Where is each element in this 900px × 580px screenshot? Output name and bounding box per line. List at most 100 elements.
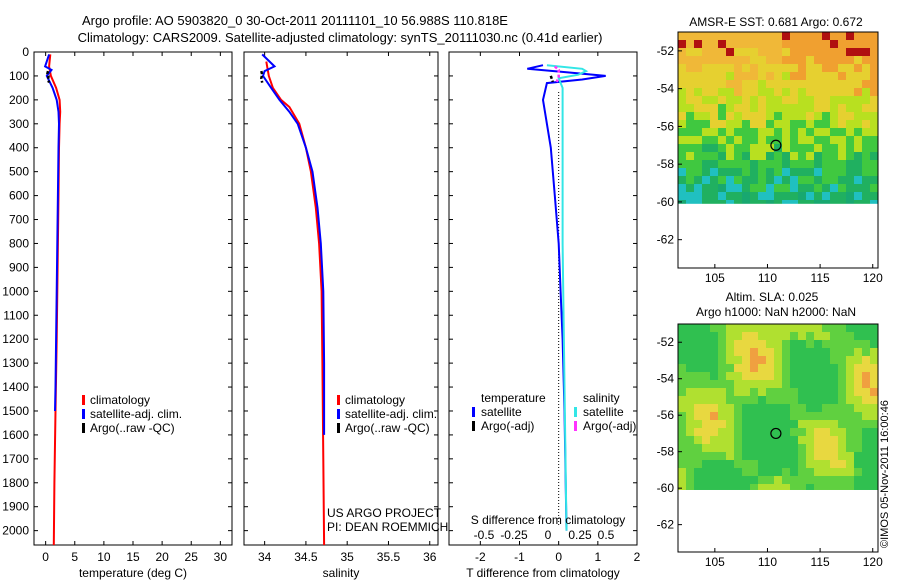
map-cell xyxy=(678,460,686,468)
map-cell xyxy=(694,104,702,112)
map-cell xyxy=(742,340,750,348)
y-tick-label: 400 xyxy=(9,141,29,155)
map-cell xyxy=(798,32,806,40)
map-cell xyxy=(766,452,774,460)
map-cell xyxy=(854,176,862,184)
map-cell xyxy=(678,388,686,396)
map-cell xyxy=(814,428,822,436)
map-cell xyxy=(686,80,694,88)
map-cell xyxy=(854,72,862,80)
map-cell xyxy=(846,460,854,468)
map-cell xyxy=(710,168,718,176)
map-cell xyxy=(774,48,782,56)
map-cell xyxy=(766,96,774,104)
map-cell xyxy=(838,340,846,348)
map-cell xyxy=(758,372,766,380)
map-cell xyxy=(726,476,734,484)
map-cell xyxy=(830,436,838,444)
map-cell xyxy=(734,104,742,112)
map-cell xyxy=(870,356,878,364)
legend-label: satellite xyxy=(481,405,522,419)
map-cell xyxy=(742,484,750,490)
map-cell xyxy=(782,64,790,72)
y-tick-label: -62 xyxy=(657,518,675,532)
map-cell xyxy=(814,48,822,56)
top-tick-label: 0 xyxy=(545,528,552,542)
map-cell xyxy=(726,104,734,112)
map-cell xyxy=(838,144,846,152)
map-cell xyxy=(686,40,694,48)
map-cell xyxy=(718,436,726,444)
top-tick-label: 0.5 xyxy=(598,528,615,542)
map-cell xyxy=(710,56,718,64)
map-cell xyxy=(694,144,702,152)
map-cell xyxy=(766,428,774,436)
map-cell xyxy=(862,476,870,484)
map-cell xyxy=(766,192,774,200)
map-cell xyxy=(726,136,734,144)
map-cell xyxy=(758,468,766,476)
map-cell xyxy=(774,144,782,152)
map-cell xyxy=(694,468,702,476)
map-cell xyxy=(678,88,686,96)
map-cell xyxy=(814,356,822,364)
map-cell xyxy=(782,444,790,452)
map-cell xyxy=(766,80,774,88)
map-cell xyxy=(710,64,718,72)
map-cell xyxy=(854,476,862,484)
map-cell xyxy=(854,412,862,420)
map-cell xyxy=(686,56,694,64)
map-cell xyxy=(702,64,710,72)
map-frame xyxy=(677,323,879,553)
map-cell xyxy=(694,396,702,404)
map-cell xyxy=(678,176,686,184)
map-cell xyxy=(814,372,822,380)
x-axis-label: salinity xyxy=(323,566,360,580)
map-cell xyxy=(870,112,878,120)
map-cell xyxy=(742,168,750,176)
map-cell xyxy=(774,184,782,192)
map-cell xyxy=(862,56,870,64)
map-cell xyxy=(742,72,750,80)
map-cell xyxy=(830,380,838,388)
map-cell xyxy=(686,96,694,104)
y-tick-label: 1700 xyxy=(2,452,29,466)
map-cell xyxy=(854,388,862,396)
map-cell xyxy=(702,340,710,348)
map-cell xyxy=(790,64,798,72)
map-cell xyxy=(726,436,734,444)
map-cell xyxy=(758,192,766,200)
map-cell xyxy=(774,468,782,476)
map-cell xyxy=(806,128,814,136)
map-cell xyxy=(702,56,710,64)
map-cell xyxy=(806,200,814,204)
map-cell xyxy=(854,364,862,372)
map-cell xyxy=(790,144,798,152)
map-cell xyxy=(814,412,822,420)
map-cell xyxy=(726,72,734,80)
map-cell xyxy=(726,40,734,48)
map-cell xyxy=(758,460,766,468)
legend-label: Argo(..raw -QC) xyxy=(345,421,430,435)
map-cell xyxy=(718,40,726,48)
map-cell xyxy=(734,476,742,484)
map-cell xyxy=(734,372,742,380)
x-tick-label: -2 xyxy=(475,550,486,564)
map-cell xyxy=(782,184,790,192)
map-cell xyxy=(862,356,870,364)
y-tick-label: 600 xyxy=(9,189,29,203)
map-cell xyxy=(806,452,814,460)
map-cell xyxy=(774,412,782,420)
map-cell xyxy=(742,200,750,204)
map-cell xyxy=(742,112,750,120)
map-cell xyxy=(774,340,782,348)
map-cell xyxy=(838,460,846,468)
y-tick-label: 1600 xyxy=(2,428,29,442)
map-cell xyxy=(742,64,750,72)
map-cell xyxy=(726,484,734,490)
map-cell xyxy=(750,396,758,404)
map-cell xyxy=(846,452,854,460)
map-cell xyxy=(814,388,822,396)
map-cell xyxy=(774,332,782,340)
map-cell xyxy=(870,484,878,490)
